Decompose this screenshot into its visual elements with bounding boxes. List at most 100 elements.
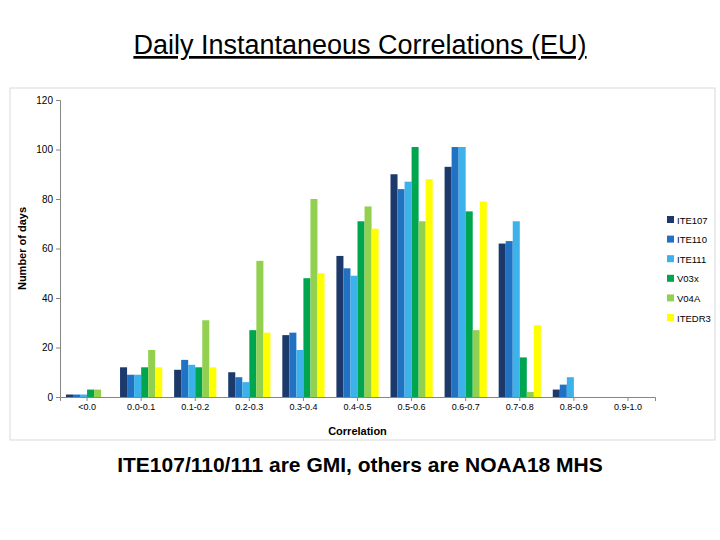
tick-label: 100 xyxy=(36,144,53,155)
tick-mark xyxy=(411,397,412,401)
tick-label: <0.0 xyxy=(78,402,96,412)
bar xyxy=(148,350,155,397)
bar xyxy=(263,333,270,397)
legend-swatch xyxy=(667,255,674,262)
tick-label: 0.0-0.1 xyxy=(127,402,155,412)
bar xyxy=(607,397,614,398)
series xyxy=(94,199,534,397)
bar xyxy=(553,390,560,397)
tick-mark xyxy=(56,199,60,200)
bar xyxy=(358,221,365,397)
bar xyxy=(336,256,343,397)
bar xyxy=(628,397,635,398)
legend-label: V03x xyxy=(677,273,699,284)
tick: 80 xyxy=(42,194,60,205)
tick-mark xyxy=(195,397,196,401)
tick: 0.7-0.8 xyxy=(506,397,534,412)
bar xyxy=(134,375,141,397)
tick-mark xyxy=(465,397,466,401)
bar xyxy=(73,395,80,397)
bar xyxy=(452,147,459,397)
bar xyxy=(188,365,195,397)
tick-mark xyxy=(56,249,60,250)
bar xyxy=(101,397,108,398)
bar xyxy=(120,367,127,397)
tick-label: 60 xyxy=(42,243,54,254)
bar xyxy=(445,167,452,397)
bar xyxy=(365,206,372,397)
legend-swatch xyxy=(667,314,674,321)
bar xyxy=(141,367,148,397)
tick-label: 0.7-0.8 xyxy=(506,402,534,412)
tick: 0.0-0.1 xyxy=(127,397,155,412)
bar xyxy=(459,147,466,397)
title: Daily Instantaneous Correlations (EU) xyxy=(133,30,586,60)
tick-mark xyxy=(573,397,574,401)
bar xyxy=(499,244,506,397)
y-axis: 0 20 40 60 80 100 120 xyxy=(36,95,60,403)
tick-mark xyxy=(627,397,628,401)
series xyxy=(87,147,527,397)
tick-mark xyxy=(249,397,250,401)
tick: 0.9-1.0 xyxy=(614,397,642,412)
bar xyxy=(480,201,487,397)
bar xyxy=(174,370,181,397)
tick: 120 xyxy=(36,95,60,106)
bar xyxy=(574,397,581,398)
tick-mark xyxy=(303,397,304,401)
tick-mark xyxy=(56,348,60,349)
tick: 0.6-0.7 xyxy=(452,397,480,412)
tick-mark xyxy=(519,397,520,401)
bar xyxy=(527,392,534,397)
legend-label: ITE110 xyxy=(677,234,707,245)
bar xyxy=(282,335,289,397)
bar xyxy=(372,229,379,397)
caption: ITE107/110/111 are GMI, others are NOAA1… xyxy=(117,453,603,476)
bar xyxy=(560,385,567,397)
tick: 40 xyxy=(42,293,60,304)
tick-mark xyxy=(141,397,142,401)
y-axis-title: Number of days xyxy=(16,207,28,290)
bar xyxy=(249,330,256,397)
bar xyxy=(155,367,162,397)
tick-mark xyxy=(56,298,60,299)
series xyxy=(73,147,567,397)
tick: 0 xyxy=(47,392,60,403)
bar xyxy=(235,377,242,397)
tick-label: 0.3-0.4 xyxy=(289,402,317,412)
bar xyxy=(506,241,513,397)
bar xyxy=(343,268,350,397)
tick: 20 xyxy=(42,342,60,353)
bar xyxy=(94,390,101,397)
series xyxy=(155,179,541,397)
tick-mark xyxy=(56,150,60,151)
tick: <0.0 xyxy=(78,397,96,412)
x-axis-title: Correlation xyxy=(328,425,387,437)
bar xyxy=(405,182,412,397)
legend-swatch xyxy=(667,275,674,282)
bar xyxy=(520,357,527,397)
tick-mark xyxy=(357,397,358,401)
tick-label: 0.5-0.6 xyxy=(398,402,426,412)
tick-label: 0 xyxy=(47,392,53,403)
bar xyxy=(534,325,541,397)
tick-label: 20 xyxy=(42,342,54,353)
bar xyxy=(350,276,357,397)
tick-mark xyxy=(56,100,60,101)
bar xyxy=(412,147,419,397)
bar xyxy=(390,174,397,397)
tick-label: 0.9-1.0 xyxy=(614,402,642,412)
legend-swatch xyxy=(667,294,674,301)
tick-mark xyxy=(56,397,60,398)
bar xyxy=(588,397,595,398)
bar xyxy=(209,367,216,397)
bar xyxy=(581,397,588,398)
tick-label: 120 xyxy=(36,95,53,106)
tick-label: 80 xyxy=(42,194,54,205)
legend-label: ITE111 xyxy=(677,254,706,265)
bar xyxy=(419,221,426,397)
tick: 60 xyxy=(42,243,60,254)
tick: 0.5-0.6 xyxy=(398,397,426,412)
tick-label: 0.8-0.9 xyxy=(560,402,588,412)
tick-label: 0.4-0.5 xyxy=(343,402,371,412)
